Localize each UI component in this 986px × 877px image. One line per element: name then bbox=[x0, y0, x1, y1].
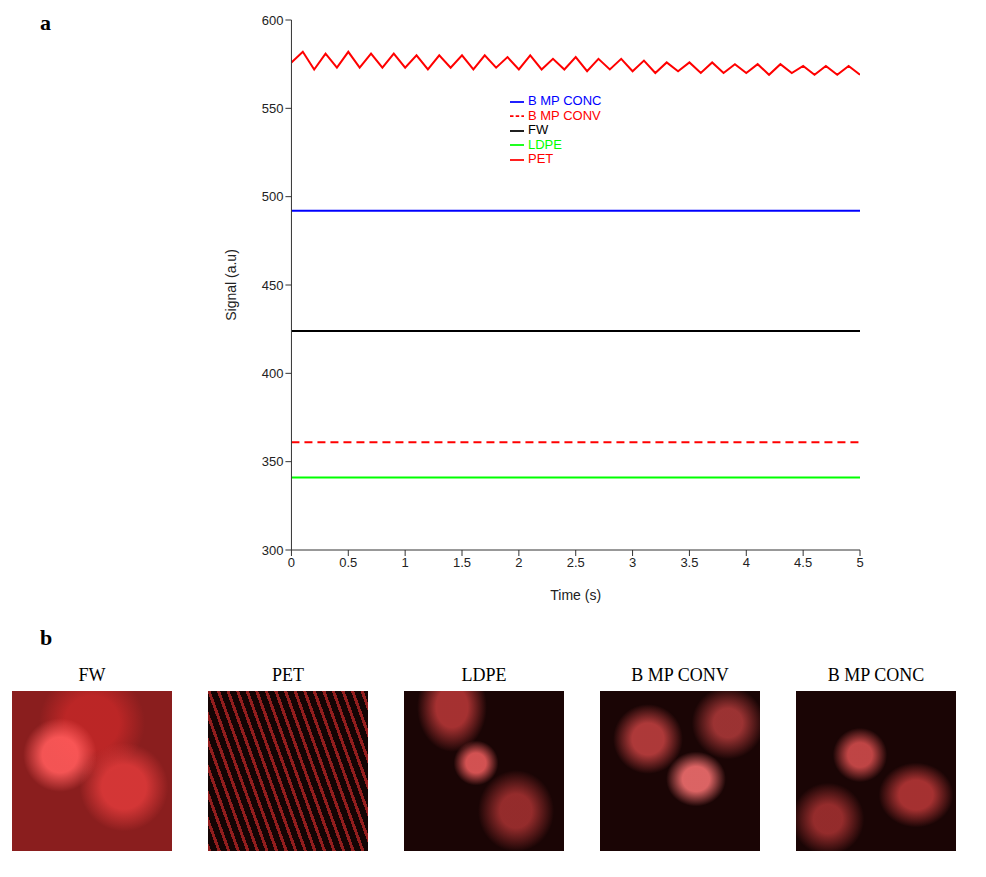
svg-text:4.5: 4.5 bbox=[794, 555, 812, 570]
html-text:PET: PET bbox=[528, 151, 554, 167]
html-text:LDPE: LDPE bbox=[528, 136, 562, 152]
svg-text:Signal (a.u): Signal (a.u) bbox=[223, 249, 239, 321]
svg-text:5: 5 bbox=[856, 555, 863, 570]
html-text:FW: FW bbox=[78, 665, 106, 685]
svg-text:0.5: 0.5 bbox=[339, 555, 357, 570]
html-text:B MP CONC: B MP CONC bbox=[827, 665, 925, 685]
svg-text:300: 300 bbox=[262, 543, 284, 558]
html-text:b: b bbox=[40, 625, 53, 650]
svg-text:4: 4 bbox=[743, 555, 750, 570]
svg-text:1: 1 bbox=[402, 555, 409, 570]
svg-text:3.5: 3.5 bbox=[680, 555, 698, 570]
svg-text:2.5: 2.5 bbox=[567, 555, 585, 570]
svg-text:350: 350 bbox=[262, 454, 284, 469]
svg-text:3: 3 bbox=[629, 555, 636, 570]
svg-text:550: 550 bbox=[262, 101, 284, 116]
html-text:PET: PET bbox=[272, 665, 304, 685]
svg-text:Time (s): Time (s) bbox=[550, 587, 601, 603]
svg-text:500: 500 bbox=[262, 189, 284, 204]
svg-text:450: 450 bbox=[262, 278, 284, 293]
svg-text:2: 2 bbox=[515, 555, 522, 570]
svg-text:1.5: 1.5 bbox=[453, 555, 471, 570]
html-text:B MP CONV: B MP CONV bbox=[528, 107, 601, 123]
html-text:B MP CONC: B MP CONC bbox=[528, 93, 602, 108]
svg-text:600: 600 bbox=[262, 13, 284, 28]
html-text:FW: FW bbox=[528, 122, 549, 138]
html-text:B MP CONV: B MP CONV bbox=[631, 665, 729, 685]
svg-text:400: 400 bbox=[262, 366, 284, 381]
html-text:LDPE: LDPE bbox=[461, 665, 507, 685]
svg-text:0: 0 bbox=[288, 555, 295, 570]
html-text:a: a bbox=[40, 10, 51, 35]
